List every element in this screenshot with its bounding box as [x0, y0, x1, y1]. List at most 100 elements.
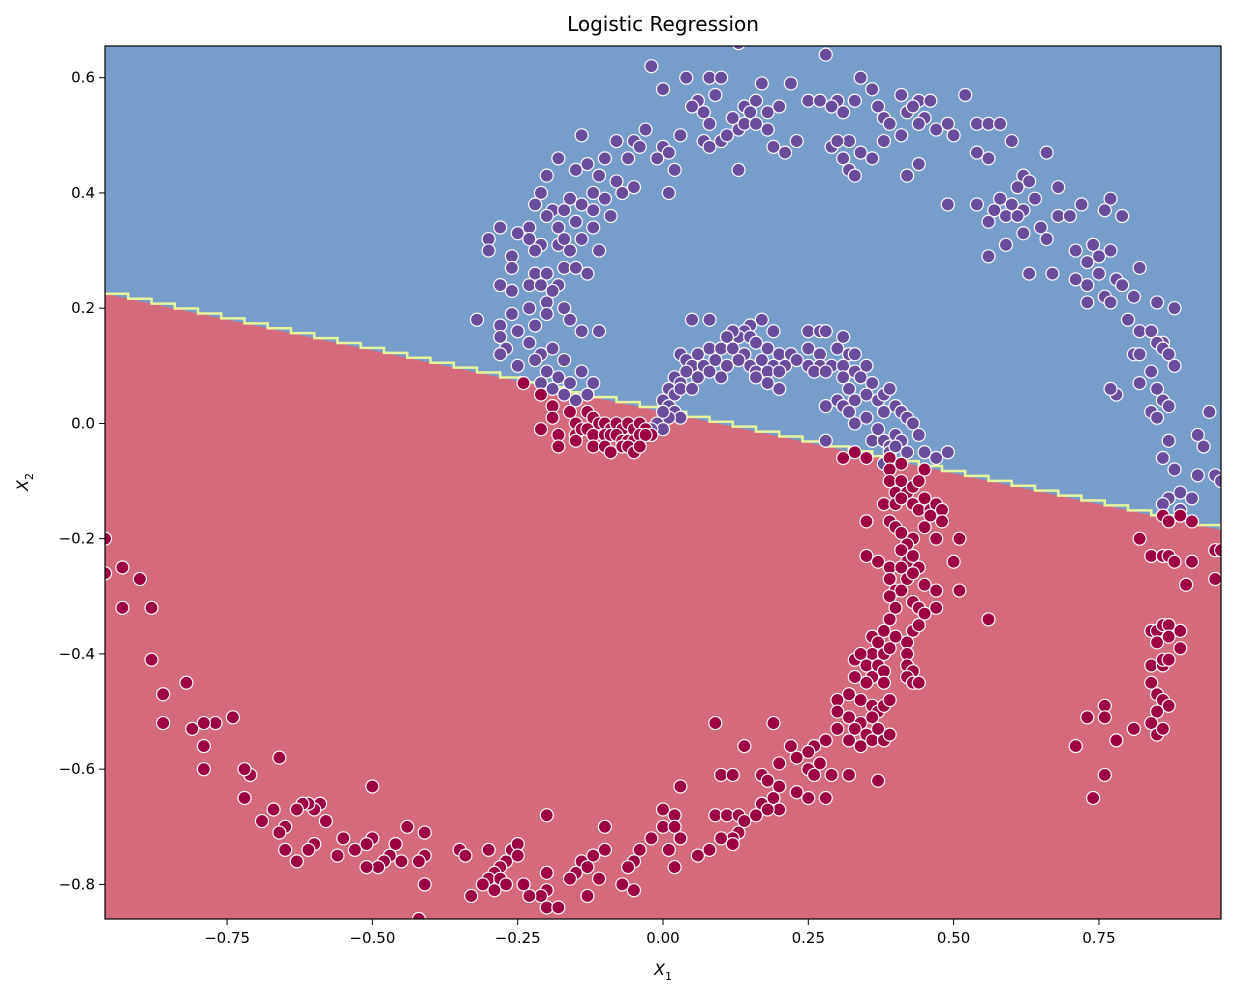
data-point-class-0: [841, 733, 857, 748]
data-point-class-1: [940, 197, 955, 212]
data-point-class-1: [644, 59, 659, 74]
data-point-class-1: [1167, 358, 1182, 373]
data-point-class-1: [621, 151, 636, 166]
data-point-class-1: [1196, 439, 1211, 454]
data-point-class-0: [760, 802, 775, 817]
data-point-class-0: [841, 687, 857, 702]
data-point-class-1: [1144, 324, 1159, 339]
data-point-class-1: [1115, 278, 1130, 293]
data-point-class-0: [481, 842, 496, 857]
data-point-class-1: [882, 116, 897, 131]
data-point-class-1: [1091, 249, 1107, 264]
data-point-class-1: [638, 122, 653, 137]
data-point-class-1: [702, 364, 717, 379]
data-point-class-1: [830, 341, 845, 356]
data-point-class-1: [1004, 197, 1019, 212]
data-point-class-1: [597, 151, 612, 166]
data-point-class-1: [905, 416, 921, 431]
data-point-class-1: [888, 439, 903, 454]
data-point-class-1: [818, 47, 833, 62]
data-point-class-0: [946, 554, 961, 569]
data-point-class-0: [894, 473, 909, 489]
data-point-class-1: [1010, 180, 1025, 195]
data-point-class-0: [714, 831, 729, 846]
data-point-class-1: [847, 168, 862, 183]
data-point-class-0: [870, 554, 886, 569]
data-point-class-0: [772, 756, 787, 771]
data-point-class-0: [1149, 704, 1165, 719]
data-point-class-1: [1155, 450, 1170, 466]
data-point-class-1: [818, 433, 833, 448]
data-point-class-1: [1126, 289, 1141, 304]
data-point-class-1: [545, 283, 560, 299]
data-point-class-1: [841, 404, 857, 420]
data-point-class-0: [923, 508, 938, 523]
data-point-class-0: [289, 854, 304, 869]
data-point-class-1: [911, 427, 926, 443]
data-point-class-1: [504, 260, 519, 275]
data-point-class-0: [615, 877, 630, 892]
data-point-class-1: [1022, 266, 1037, 281]
data-point-class-1: [760, 341, 775, 356]
data-point-class-1: [940, 445, 955, 460]
data-point-class-1: [981, 249, 996, 264]
data-point-class-1: [836, 329, 851, 345]
data-point-class-0: [911, 618, 926, 633]
data-point-class-0: [894, 560, 909, 575]
data-point-class-0: [278, 842, 293, 857]
data-point-class-0: [185, 721, 200, 736]
data-point-class-1: [603, 208, 618, 224]
y-axis-label: X2: [13, 473, 36, 492]
data-point-class-1: [719, 128, 735, 143]
data-point-class-1: [684, 312, 700, 327]
data-point-class-1: [551, 370, 566, 385]
data-point-class-1: [528, 352, 543, 368]
data-point-class-0: [894, 491, 909, 506]
data-point-class-0: [1184, 514, 1200, 529]
data-point-class-1: [841, 381, 857, 396]
data-point-class-1: [1161, 433, 1176, 448]
data-point-class-1: [772, 99, 787, 114]
data-point-class-1: [1074, 197, 1089, 212]
data-point-class-1: [772, 364, 787, 379]
data-point-class-1: [1103, 295, 1118, 310]
data-point-class-0: [115, 600, 130, 615]
data-point-class-1: [818, 324, 833, 339]
data-point-class-0: [894, 543, 909, 558]
data-point-class-1: [586, 375, 601, 391]
data-point-class-0: [301, 842, 316, 857]
data-point-class-0: [394, 854, 409, 869]
data-point-class-1: [504, 306, 519, 322]
data-point-class-0: [1161, 652, 1176, 667]
data-point-class-0: [882, 571, 897, 587]
x-tick-label: −0.25: [495, 929, 541, 947]
data-point-class-0: [1161, 514, 1176, 529]
data-point-class-1: [562, 312, 578, 327]
data-point-class-0: [638, 427, 653, 443]
data-point-class-1: [911, 116, 926, 131]
data-point-class-1: [1132, 260, 1147, 275]
y-tick-label: 0.4: [71, 184, 95, 202]
data-point-class-1: [522, 335, 537, 350]
data-point-class-1: [1068, 243, 1083, 258]
data-point-class-0: [1086, 790, 1101, 806]
data-point-class-1: [679, 70, 694, 85]
data-point-class-0: [725, 767, 740, 783]
data-point-class-0: [603, 445, 618, 460]
data-point-class-1: [551, 151, 566, 166]
data-point-class-1: [1080, 254, 1095, 270]
data-point-class-0: [644, 831, 659, 846]
data-point-class-1: [865, 375, 880, 391]
data-point-class-1: [847, 416, 862, 431]
data-point-class-1: [894, 128, 909, 143]
data-point-class-1: [557, 352, 572, 368]
data-point-class-0: [859, 548, 874, 564]
data-point-class-1: [748, 335, 764, 350]
data-point-class-0: [597, 819, 612, 834]
data-point-class-0: [400, 819, 415, 834]
data-point-class-0: [882, 727, 897, 742]
data-point-class-0: [591, 871, 607, 886]
data-point-class-1: [591, 168, 607, 183]
data-point-class-1: [586, 203, 601, 218]
data-point-class-1: [661, 185, 676, 201]
